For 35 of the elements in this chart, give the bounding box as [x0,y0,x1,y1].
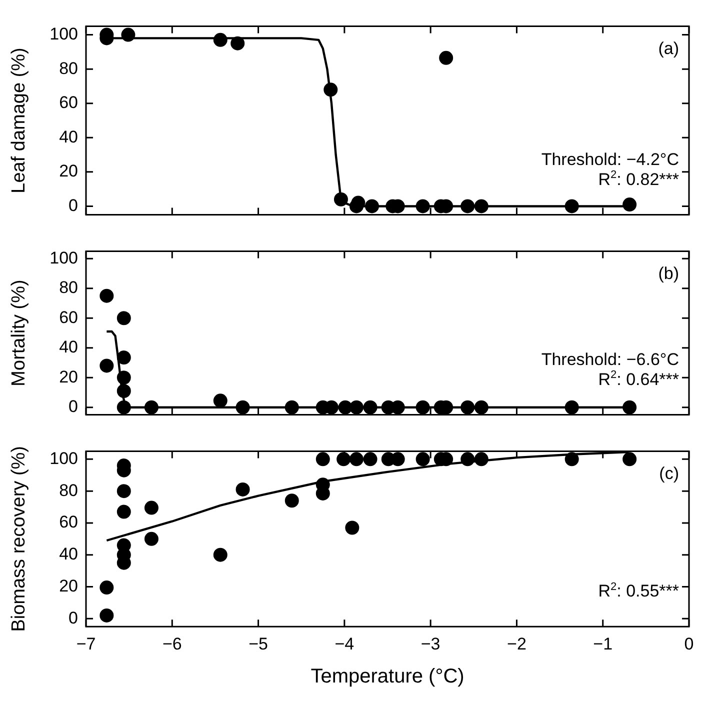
annotation: (b) [658,264,680,284]
y-tick-label: 80 [59,58,78,78]
y-tick-label: 80 [59,278,78,298]
x-tick-label: −2 [507,634,526,654]
y-tick-label: 60 [59,512,78,532]
y-axis-title: Leaf damage (%) [8,48,30,194]
y-tick-label: 0 [68,397,78,416]
y-axis-title: Biomass recovery (%) [8,446,30,632]
annotation: (a) [658,39,680,58]
y-tick-label: 20 [59,162,78,181]
y-tick-label: 40 [59,544,78,564]
y-tick-label: 40 [59,338,78,357]
y-tick-label: 20 [59,576,78,596]
y-tick-label: 80 [59,480,78,500]
y-tick-label: 100 [50,448,78,468]
y-axis-title: Mortality (%) [8,280,30,386]
x-tick-label: −6 [162,634,182,654]
annotation: Threshold: −6.6°C [541,350,680,369]
y-tick-label: 0 [68,196,78,215]
y-tick-label: 0 [68,608,78,628]
annotation: (c) [659,464,680,484]
y-tick-label: 100 [50,248,78,268]
x-tick-label: −4 [334,634,354,654]
x-tick-label: −1 [593,634,613,654]
x-axis-title: Temperature (°C) [310,666,464,688]
x-tick-label: 0 [684,634,694,654]
x-tick-label: −5 [248,634,268,654]
y-tick-label: 60 [59,308,78,327]
y-tick-label: 40 [59,127,78,146]
annotation: Threshold: −4.2°C [541,150,680,169]
y-tick-label: 100 [50,24,78,44]
x-tick-label: −7 [76,634,96,654]
x-tick-label: −3 [420,634,440,654]
y-tick-label: 60 [59,93,78,112]
y-tick-label: 20 [59,367,78,386]
